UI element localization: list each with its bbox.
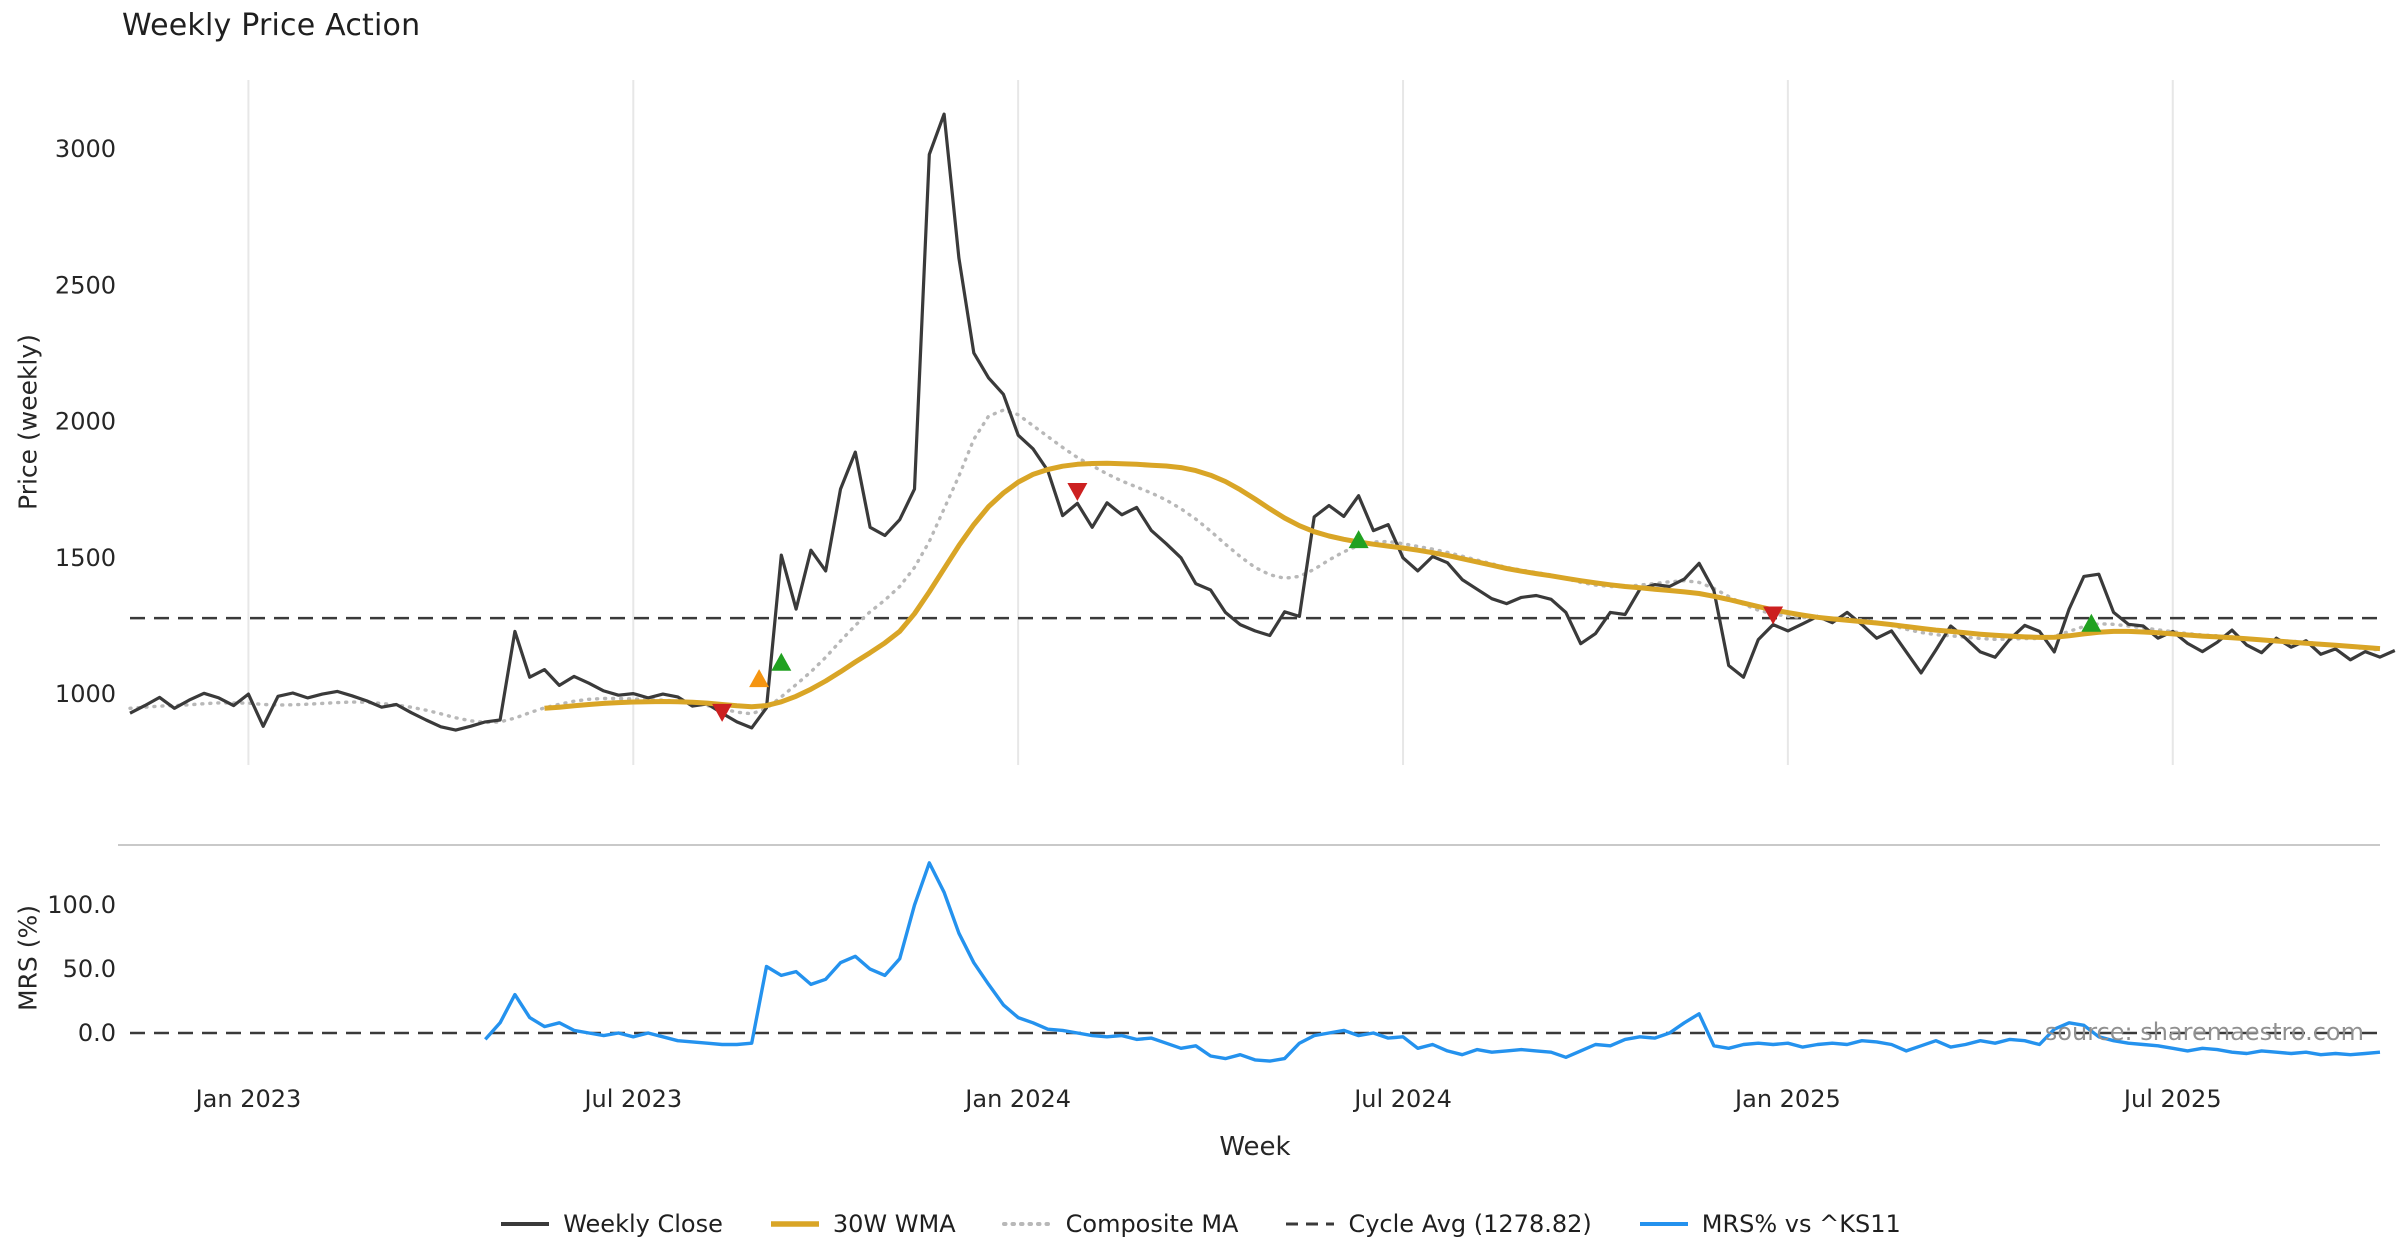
legend-label: Cycle Avg (1278.82) [1348, 1210, 1592, 1238]
weekly-close-line [129, 112, 2396, 732]
legend-label: Composite MA [1065, 1210, 1239, 1238]
composite-ma-line [128, 408, 2382, 725]
legend-item-cycle-avg-1278-82: Cycle Avg (1278.82) [1284, 1210, 1592, 1238]
mrs-vs-ks11-line [484, 861, 2381, 1063]
sell-signal-marker [712, 703, 733, 722]
legend-swatch-cycle-avg-1278-82-icon [1286, 1222, 1335, 1226]
legend-item-composite-ma: Composite MA [1001, 1210, 1239, 1238]
legend-label: Weekly Close [563, 1210, 723, 1238]
y-tick-label: 100.0 [47, 891, 116, 919]
y-tick-label: 50.0 [63, 955, 116, 983]
x-tick-label: Jan 2023 [194, 1085, 302, 1113]
x-tick-label: Jul 2024 [1352, 1085, 1452, 1113]
x-tick-label: Jul 2023 [582, 1085, 682, 1113]
buy-signal-marker [771, 652, 792, 671]
legend-label: MRS% vs ^KS11 [1701, 1210, 1901, 1238]
x-tick-label: Jan 2025 [1733, 1085, 1841, 1113]
legend-item-mrs-vs-ks11: MRS% vs ^KS11 [1638, 1210, 1901, 1238]
y-tick-label: 3000 [55, 135, 116, 163]
legend-swatch-composite-ma-icon [1001, 1222, 1054, 1226]
chart-legend: Weekly Close 30W WMA Composite MA Cycle Avg… [0, 1210, 2400, 1238]
legend-label: 30W WMA [832, 1210, 956, 1238]
legend-swatch-mrs-vs-ks11-icon [1639, 1222, 1688, 1226]
x-axis-label: Week [1219, 1132, 1291, 1162]
x-tick-label: Jul 2025 [2122, 1085, 2222, 1113]
30w-wma-line [544, 460, 2381, 711]
chart-title: Weekly Price Action [122, 8, 421, 43]
legend-item-weekly-close: Weekly Close [499, 1210, 723, 1238]
legend-swatch-weekly-close-icon [501, 1222, 550, 1226]
buy-signal-marker [1348, 530, 1369, 549]
sell-signal-marker [1763, 606, 1784, 625]
legend-item-30w-wma: 30W WMA [769, 1210, 956, 1238]
buy-early-signal-marker [749, 669, 770, 688]
sell-signal-marker [1067, 483, 1088, 502]
y-tick-label: 1000 [55, 680, 116, 708]
legend-swatch-30w-wma-icon [770, 1221, 819, 1227]
buy-signal-marker [2081, 613, 2102, 632]
x-tick-label: Jan 2024 [963, 1085, 1071, 1113]
source-watermark: source: sharemaestro.com [2044, 1018, 2364, 1046]
y-tick-label: 2000 [55, 408, 116, 436]
y-tick-label: 1500 [55, 544, 116, 572]
y-tick-label: 0.0 [78, 1019, 116, 1047]
y-tick-label: 2500 [55, 271, 116, 299]
